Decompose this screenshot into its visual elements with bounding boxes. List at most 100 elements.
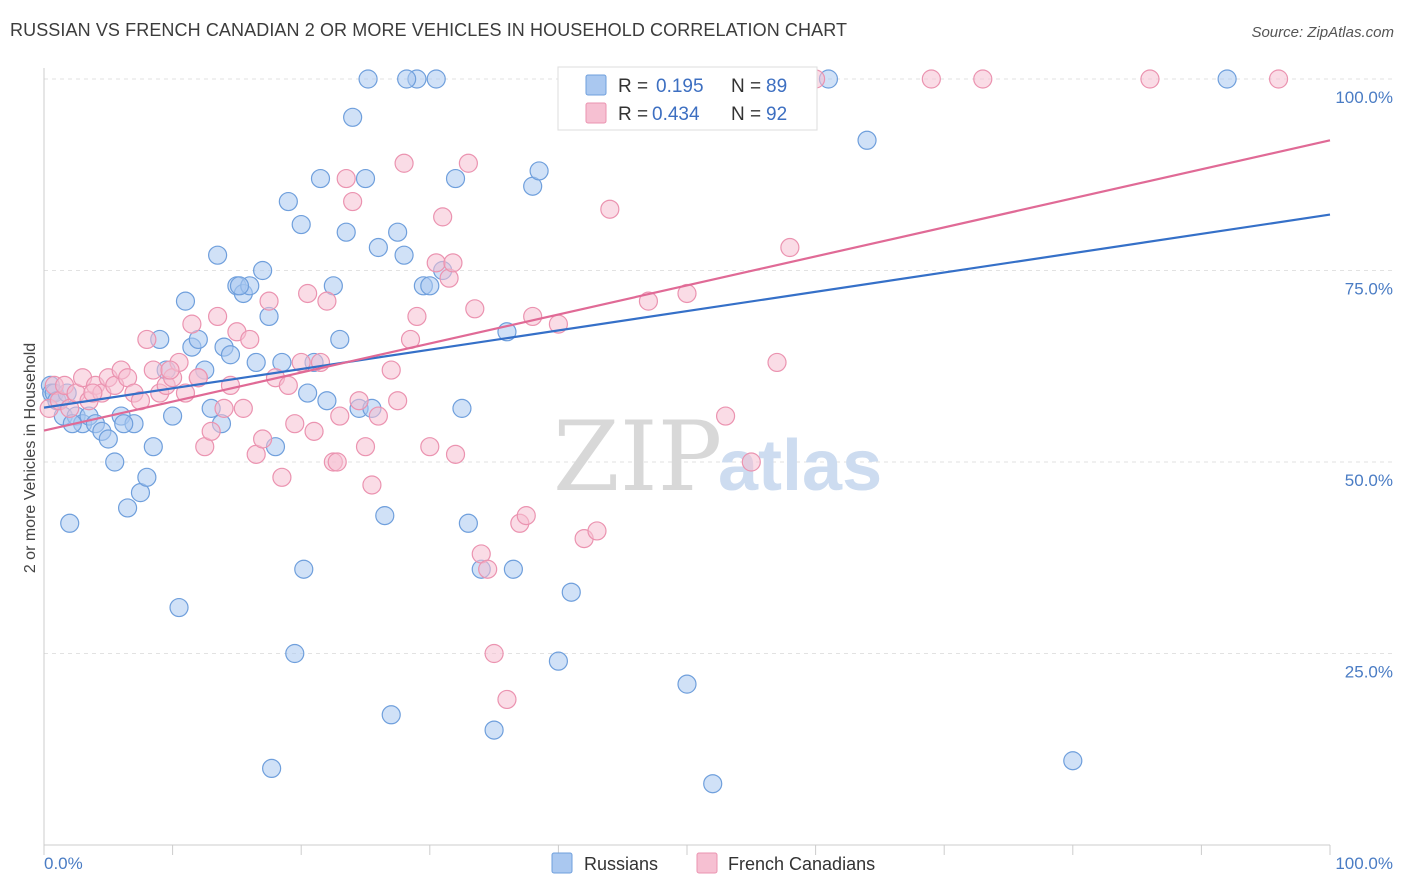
y-tick-label-100: 100.0% (1335, 88, 1393, 107)
russians-point (143, 437, 163, 457)
bottom-legend-russians: Russians (584, 854, 658, 874)
french-canadians-point (349, 391, 369, 411)
russians-point (420, 276, 440, 296)
russians-point (317, 391, 337, 411)
russians-point (503, 559, 523, 579)
french-canadians-point (188, 368, 208, 388)
french-canadians-point (478, 559, 498, 579)
french-canadians-point (208, 306, 228, 327)
french-canadians-point (516, 506, 536, 526)
y-tick-label-25: 25.0% (1345, 663, 1393, 682)
russians-point (117, 498, 138, 518)
russians-point (375, 506, 395, 526)
french-canadians-point (285, 414, 305, 434)
french-canadians-point (973, 69, 993, 89)
russians-point (452, 398, 472, 418)
russians-point (355, 168, 376, 189)
grid-lines (44, 78, 1395, 654)
french-canadians-point (465, 299, 485, 319)
french-canadians-point (317, 291, 337, 311)
french-canadians-point (327, 452, 347, 472)
russians-point (98, 429, 118, 449)
french-canadians-point (330, 406, 350, 426)
legend-swatch-french-canadians (585, 102, 607, 124)
russians-point (857, 130, 877, 150)
russians-point (358, 69, 378, 89)
legend-russians-n-value: 89 (766, 76, 787, 97)
russians-point (310, 168, 331, 189)
watermark-zip: ZIP (553, 401, 722, 513)
y-tick-label-50: 50.0% (1345, 471, 1393, 490)
russians-point (246, 352, 266, 373)
french-canadians-point (182, 314, 202, 334)
russians-point (703, 774, 723, 794)
french-canadians-point (368, 406, 388, 426)
french-canadians-point (259, 291, 279, 311)
y-tick-labels: 25.0% 50.0% 75.0% 100.0% (1335, 88, 1393, 682)
french-canadians-point (233, 398, 253, 418)
russians-point (163, 406, 183, 426)
french-canadians-point (484, 643, 504, 664)
french-canadians-point (407, 306, 427, 327)
series-french-canadians (39, 69, 1289, 710)
french-canadians-point (458, 153, 478, 173)
french-canadians-point (336, 168, 356, 189)
russians-point (114, 414, 134, 434)
russians-point (291, 214, 311, 235)
russians-point (677, 674, 697, 694)
legend-swatch-russians (585, 74, 607, 96)
russians-point (294, 559, 314, 579)
french-canadians-point (426, 253, 446, 273)
russians-point (343, 107, 363, 127)
russians-point (262, 758, 282, 779)
legend-french-n-value: 92 (766, 104, 787, 125)
french-canadians-point (143, 360, 163, 380)
russians-point (394, 245, 414, 265)
french-canadians-point (587, 521, 607, 541)
russians-point (397, 69, 417, 89)
chart-title: RUSSIAN VS FRENCH CANADIAN 2 OR MORE VEH… (10, 20, 848, 40)
bottom-legend-swatch-french-canadians (696, 852, 718, 874)
french-canadians-point (201, 421, 221, 441)
legend-russians-r-label: R = (618, 76, 648, 97)
russians-point (220, 345, 241, 365)
french-canadians-point (388, 391, 408, 411)
french-canadians-point (600, 199, 620, 219)
french-canadians-point (214, 398, 234, 418)
trend-line-french-canadians (43, 139, 1331, 432)
russians-point (561, 582, 581, 602)
french-canadians-point (715, 406, 736, 426)
russians-point (137, 467, 157, 487)
french-canadians-point (160, 360, 180, 380)
russians-point (208, 245, 228, 265)
french-canadians-point (445, 444, 466, 464)
french-canadians-point (272, 467, 292, 487)
trend-line-russians (43, 213, 1331, 409)
french-canadians-point (1140, 69, 1160, 89)
french-canadians-point (83, 383, 103, 403)
french-canadians-point (355, 437, 376, 457)
russians-point (175, 291, 196, 311)
russians-point (426, 69, 446, 89)
russians-point (529, 161, 549, 181)
legend-french-n-label: N = (731, 104, 761, 125)
top-legend: R = 0.195 N = 89 R = 0.434 N = 92 (557, 66, 818, 131)
french-canadians-point (362, 475, 382, 495)
russians-point (388, 222, 408, 242)
legend-french-r-value: 0.434 (652, 104, 700, 125)
russians-point (484, 720, 504, 740)
russians-point (1063, 751, 1083, 771)
french-canadians-point (381, 360, 401, 380)
source-credit: Source: ZipAtlas.com (1251, 24, 1394, 41)
french-canadians-point (767, 352, 787, 373)
russians-point (298, 383, 318, 403)
bottom-legend-swatch-russians (551, 852, 573, 874)
french-canadians-point (921, 69, 941, 89)
trend-lines (43, 139, 1331, 432)
russians-point (105, 452, 125, 472)
russians-point (278, 191, 298, 212)
legend-french-r-label: R = (618, 104, 648, 125)
french-canadians-point (780, 237, 800, 258)
french-canadians-point (638, 291, 659, 311)
russians-point (229, 276, 250, 296)
